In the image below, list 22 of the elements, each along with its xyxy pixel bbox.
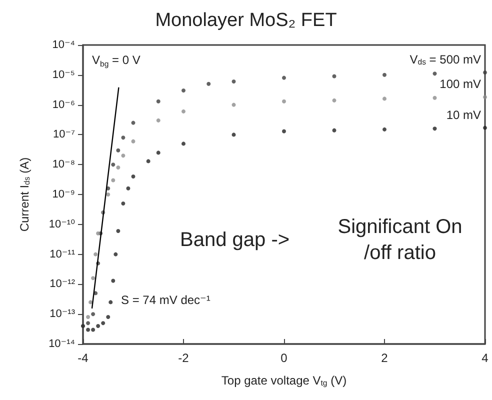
- y-tick-label: 10⁻⁶: [52, 98, 75, 111]
- x-tick-label: 0: [280, 351, 288, 365]
- y-tick-label: 10⁻⁹: [52, 188, 75, 200]
- y-tick-label: 10⁻¹⁰: [48, 218, 76, 230]
- y-tick-label: 10⁻¹³: [50, 308, 76, 320]
- chart-title: Monolayer MoS₂ FET: [155, 10, 338, 31]
- annotation: Significant On/off ratio: [338, 216, 462, 264]
- x-tick-label: 4: [482, 351, 489, 365]
- y-tick-label: 10⁻⁷: [52, 128, 76, 141]
- x-tick-label: 2: [381, 351, 388, 365]
- series-label: 100 mV: [440, 77, 482, 92]
- y-tick-label: 10⁻⁴: [52, 39, 76, 51]
- annotation: S = 74 mV dec⁻¹: [121, 293, 210, 307]
- annotation: Band gap ->: [180, 229, 290, 251]
- y-tick-label: 10⁻⁸: [52, 158, 75, 171]
- y-tick-label: 10⁻⁵: [52, 68, 75, 81]
- y-tick-label: 10⁻¹⁴: [48, 338, 76, 350]
- series-label: 10 mV: [446, 108, 482, 122]
- y-tick-label: 10⁻¹¹: [50, 248, 76, 260]
- x-tick-label: -4: [78, 351, 89, 365]
- y-tick-label: 10⁻¹²: [50, 278, 76, 290]
- x-tick-label: -2: [178, 351, 190, 365]
